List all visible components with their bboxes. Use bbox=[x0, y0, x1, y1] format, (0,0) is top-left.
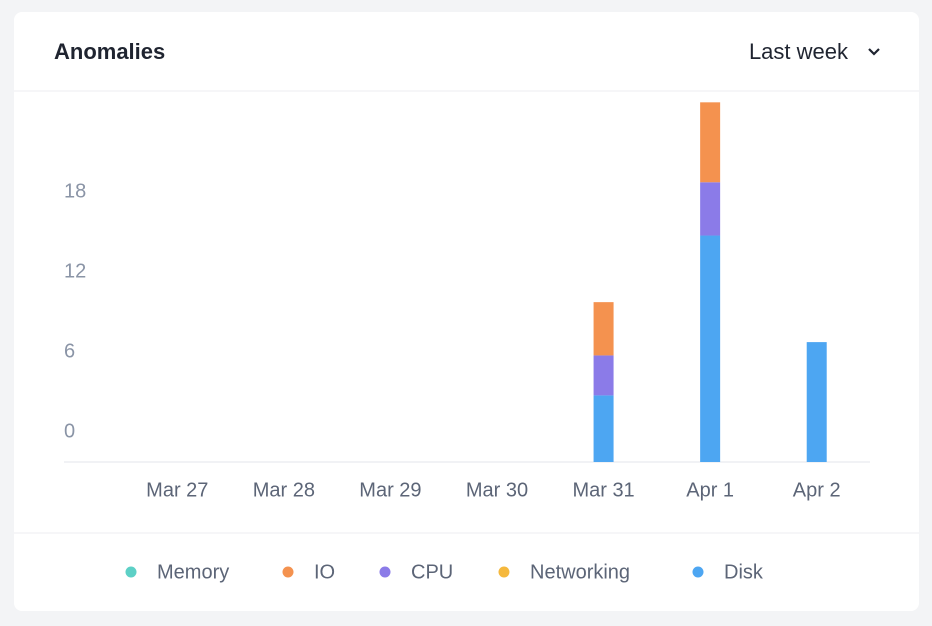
card bbox=[14, 12, 919, 611]
x-tick-label: Mar 31 bbox=[572, 479, 634, 501]
bar-segment bbox=[806, 342, 827, 462]
legend-label[interactable]: IO bbox=[314, 561, 335, 583]
bar-segment bbox=[700, 182, 721, 236]
dropdown-label[interactable]: Last week bbox=[749, 39, 849, 64]
card-title: Anomalies bbox=[54, 39, 165, 64]
bar-segment bbox=[700, 235, 721, 462]
range-dropdown[interactable]: Last week bbox=[749, 39, 880, 64]
x-tick-label: Apr 1 bbox=[686, 479, 734, 501]
legend-label[interactable]: Disk bbox=[724, 561, 764, 583]
bar-segment bbox=[593, 302, 614, 356]
y-tick-label: 0 bbox=[64, 420, 75, 442]
legend-label[interactable]: Memory bbox=[157, 561, 229, 583]
bar-segment bbox=[593, 395, 614, 462]
legend-dot[interactable] bbox=[125, 566, 137, 578]
legend-dot[interactable] bbox=[379, 566, 391, 578]
legend-dot[interactable] bbox=[282, 566, 294, 578]
y-tick-label: 12 bbox=[64, 260, 86, 282]
x-tick-label: Apr 2 bbox=[793, 479, 841, 501]
bar-segment bbox=[593, 355, 614, 396]
y-tick-label: 6 bbox=[64, 340, 75, 362]
y-tick-label: 18 bbox=[64, 180, 86, 202]
x-tick-label: Mar 27 bbox=[146, 479, 208, 501]
legend-label[interactable]: Networking bbox=[530, 561, 630, 583]
bar-segment bbox=[700, 102, 721, 183]
x-tick-label: Mar 29 bbox=[359, 479, 421, 501]
legend-dot[interactable] bbox=[498, 566, 510, 578]
legend-label[interactable]: CPU bbox=[411, 561, 453, 583]
legend-dot[interactable] bbox=[692, 566, 704, 578]
chevron[interactable] bbox=[868, 48, 880, 56]
x-tick-label: Mar 28 bbox=[253, 479, 315, 501]
x-tick-label: Mar 30 bbox=[466, 479, 528, 501]
